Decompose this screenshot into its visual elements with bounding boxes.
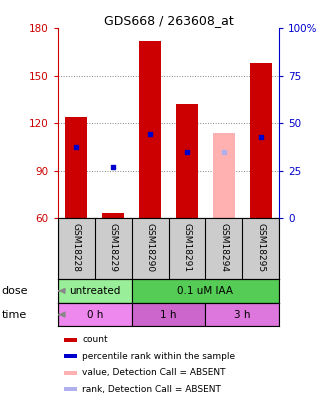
Text: count: count bbox=[82, 335, 108, 344]
Text: percentile rank within the sample: percentile rank within the sample bbox=[82, 352, 235, 361]
Bar bbox=[102, 213, 124, 218]
Text: GSM18229: GSM18229 bbox=[108, 223, 118, 272]
Text: 0.1 uM IAA: 0.1 uM IAA bbox=[178, 286, 233, 296]
Bar bbox=[65, 387, 77, 391]
Text: value, Detection Call = ABSENT: value, Detection Call = ABSENT bbox=[82, 368, 226, 377]
Bar bbox=[250, 63, 272, 218]
Bar bbox=[132, 303, 205, 326]
Text: GSM18294: GSM18294 bbox=[219, 223, 229, 272]
Bar bbox=[65, 117, 87, 218]
Text: GSM18295: GSM18295 bbox=[256, 223, 265, 272]
Bar bbox=[58, 279, 132, 303]
Title: GDS668 / 263608_at: GDS668 / 263608_at bbox=[104, 14, 233, 27]
Text: dose: dose bbox=[2, 286, 28, 296]
Bar bbox=[132, 279, 279, 303]
Text: rank, Detection Call = ABSENT: rank, Detection Call = ABSENT bbox=[82, 384, 221, 394]
Text: GSM18291: GSM18291 bbox=[182, 223, 192, 272]
Text: GSM18290: GSM18290 bbox=[145, 223, 155, 272]
Bar bbox=[65, 338, 77, 342]
Bar bbox=[65, 371, 77, 375]
Bar bbox=[58, 303, 132, 326]
Text: time: time bbox=[2, 309, 27, 320]
Bar bbox=[139, 41, 161, 218]
Text: 3 h: 3 h bbox=[234, 309, 251, 320]
Bar bbox=[205, 303, 279, 326]
Text: 0 h: 0 h bbox=[86, 309, 103, 320]
Text: untreated: untreated bbox=[69, 286, 120, 296]
Text: 1 h: 1 h bbox=[160, 309, 177, 320]
Bar bbox=[176, 104, 198, 218]
Bar bbox=[213, 133, 235, 218]
Text: GSM18228: GSM18228 bbox=[72, 223, 81, 272]
Bar bbox=[65, 354, 77, 358]
